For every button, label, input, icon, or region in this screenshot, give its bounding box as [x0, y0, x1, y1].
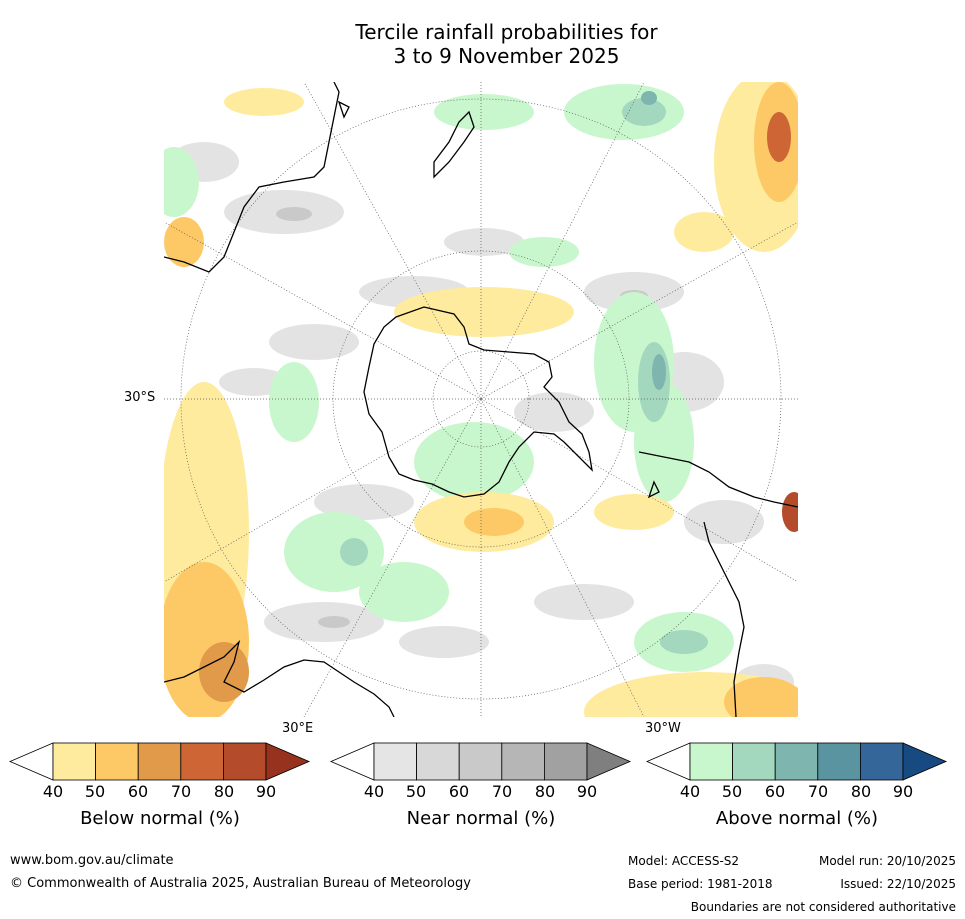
footer-model: Model: ACCESS-S2 — [628, 854, 740, 868]
colorbar-segment — [222, 742, 267, 781]
graticule — [164, 82, 798, 717]
colorbar-near-normal — [329, 742, 632, 781]
latitude-label: 30°S — [124, 390, 156, 405]
colorbar-under-triangle — [8, 742, 54, 781]
map-title: Tercile rainfall probabilities for 3 to … — [0, 20, 965, 68]
tick-label: 50 — [721, 782, 743, 801]
ticks-below-normal: 40 50 60 70 80 90 — [10, 782, 310, 802]
colorbar-segment — [817, 742, 861, 781]
colorbar-under-triangle — [329, 742, 375, 781]
colorbar-segment — [774, 742, 819, 781]
colorbar-label-above-normal: Above normal (%) — [715, 808, 879, 829]
colorbar-segment — [543, 742, 588, 781]
footer-disclaimer: Boundaries are not considered authoritat… — [690, 900, 956, 914]
below-normal-patches — [164, 82, 798, 717]
tick-label: 60 — [127, 782, 149, 801]
tick-label: 90 — [892, 782, 914, 801]
colorbar-over-triangle — [902, 742, 948, 781]
tick-label: 80 — [534, 782, 556, 801]
colorbar-segment — [180, 742, 224, 781]
colorbar-under-triangle — [645, 742, 691, 781]
colorbar-segment — [732, 742, 776, 781]
coastlines — [164, 82, 798, 717]
footer-issued: Issued: 22/10/2025 — [840, 877, 956, 891]
colorbar-segment — [373, 742, 417, 781]
tick-label: 90 — [255, 782, 277, 801]
tick-label: 80 — [850, 782, 872, 801]
tick-label: 40 — [679, 782, 701, 801]
tick-label: 50 — [84, 782, 106, 801]
colorbar-segment — [501, 742, 545, 781]
ticks-above-normal: 40 50 60 70 80 90 — [647, 782, 947, 802]
tick-label: 70 — [170, 782, 192, 801]
colorbar-segment — [416, 742, 460, 781]
colorbar-segment — [137, 742, 182, 781]
tick-label: 60 — [764, 782, 786, 801]
title-line-1: Tercile rainfall probabilities for — [355, 20, 658, 44]
australia-coast — [164, 82, 340, 273]
new-zealand-coast — [433, 110, 475, 179]
antarctica-coast — [363, 306, 593, 498]
tick-label: 60 — [448, 782, 470, 801]
colorbar-over-triangle — [586, 742, 632, 781]
footer-base-period: Base period: 1981-2018 — [628, 877, 773, 891]
tick-label: 70 — [491, 782, 513, 801]
footer-url: www.bom.gov.au/climate — [10, 853, 174, 868]
footer-copyright: © Commonwealth of Australia 2025, Austra… — [10, 876, 471, 891]
footer-model-run: Model run: 20/10/2025 — [818, 854, 956, 868]
rainfall-probability-map — [164, 82, 798, 717]
map-canvas — [164, 82, 798, 717]
south-america-east-coast — [703, 521, 745, 717]
tick-label: 80 — [213, 782, 235, 801]
tick-label: 50 — [405, 782, 427, 801]
colorbar-over-triangle — [265, 742, 311, 781]
colorbar-label-below-normal: Below normal (%) — [80, 808, 240, 829]
colorbar-segment — [859, 742, 904, 781]
tasmania-coast — [337, 100, 350, 119]
colorbar-segment — [52, 742, 96, 781]
longitude-label-east: 30°E — [282, 721, 314, 736]
colorbar-above-normal — [645, 742, 948, 781]
colorbar-segment — [95, 742, 139, 781]
madagascar-coast — [647, 480, 660, 499]
tick-label: 90 — [576, 782, 598, 801]
tick-label: 70 — [807, 782, 829, 801]
colorbar-label-near-normal: Near normal (%) — [406, 808, 556, 829]
title-line-2: 3 to 9 November 2025 — [393, 44, 620, 68]
tick-label: 40 — [42, 782, 64, 801]
south-america-coast — [638, 451, 798, 508]
ticks-near-normal: 40 50 60 70 80 90 — [331, 782, 631, 802]
colorbar-segment — [458, 742, 503, 781]
colorbar-segment — [689, 742, 733, 781]
africa-coast — [164, 639, 395, 717]
colorbar-below-normal — [8, 742, 311, 781]
tick-label: 40 — [363, 782, 385, 801]
longitude-label-west: 30°W — [645, 721, 681, 736]
